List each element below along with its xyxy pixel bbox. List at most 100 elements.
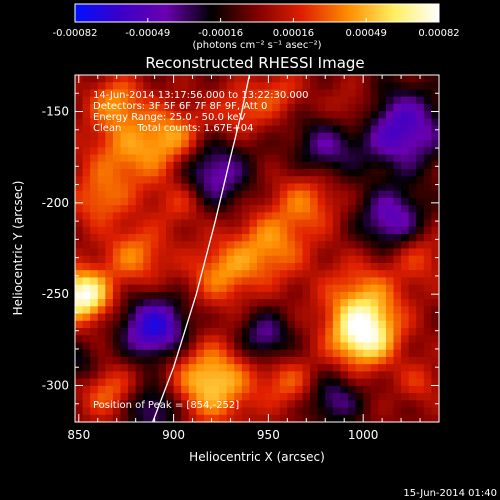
heatmap-cell: [385, 154, 395, 163]
heatmap-cell: [135, 161, 144, 170]
heatmap-cell: [128, 378, 137, 387]
heatmap-cell: [196, 284, 205, 293]
heatmap-cell: [325, 183, 334, 192]
heatmap-cell: [128, 356, 137, 365]
heatmap-cell: [363, 270, 372, 279]
heatmap-cell: [226, 407, 235, 416]
heatmap-cell: [97, 270, 106, 279]
heatmap-cell: [294, 96, 304, 105]
heatmap-cell: [112, 356, 122, 365]
heatmap-cell: [249, 140, 258, 148]
heatmap-cell: [416, 328, 425, 336]
heatmap-cell: [348, 125, 357, 134]
heatmap-cell: [203, 335, 213, 344]
heatmap-cell: [325, 364, 334, 372]
heatmap-cell: [90, 118, 99, 127]
heatmap-cell: [203, 140, 213, 148]
heatmap-cell: [325, 140, 334, 148]
heatmap-cell: [385, 183, 395, 192]
heatmap-cell: [249, 75, 258, 83]
heatmap-cell: [181, 248, 190, 257]
heatmap-cell: [188, 168, 197, 177]
heatmap-cell: [363, 356, 372, 365]
heatmap-cell: [226, 161, 235, 170]
heatmap-cell: [401, 82, 410, 91]
heatmap-cell: [325, 75, 334, 83]
heatmap-cell: [257, 212, 266, 221]
heatmap-cell: [348, 103, 357, 112]
heatmap-cell: [423, 356, 433, 365]
heatmap-cell: [378, 400, 387, 409]
heatmap-cell: [75, 255, 84, 264]
heatmap-cell: [264, 89, 273, 98]
heatmap-cell: [332, 140, 342, 148]
heatmap-cell: [416, 111, 425, 119]
heatmap-cell: [97, 190, 106, 199]
heatmap-cell: [370, 190, 379, 199]
heatmap-cell: [385, 161, 395, 170]
heatmap-cell: [249, 378, 258, 387]
heatmap-cell: [135, 205, 144, 213]
heatmap-cell: [196, 393, 205, 401]
heatmap-cell: [196, 205, 205, 213]
heatmap-cell: [294, 147, 304, 156]
y-tick-label: -250: [42, 287, 69, 301]
heatmap-cell: [325, 349, 334, 358]
heatmap-cell: [82, 320, 91, 329]
heatmap-cell: [196, 378, 205, 387]
heatmap-cell: [317, 313, 326, 322]
heatmap-cell: [234, 291, 243, 300]
heatmap-cell: [249, 111, 258, 119]
heatmap-cell: [128, 335, 137, 344]
heatmap-cell: [408, 147, 417, 156]
heatmap-cell: [385, 313, 395, 322]
heatmap-cell: [325, 342, 334, 351]
heatmap-cell: [416, 140, 425, 148]
heatmap-cell: [257, 241, 266, 250]
heatmap-cell: [75, 168, 84, 177]
heatmap-cell: [181, 414, 190, 423]
heatmap-cell: [219, 89, 228, 98]
heatmap-cell: [423, 219, 433, 228]
heatmap-cell: [97, 183, 106, 192]
heatmap-cell: [401, 291, 410, 300]
heatmap-cell: [355, 407, 364, 416]
heatmap-cell: [423, 190, 433, 199]
heatmap-cell: [264, 219, 273, 228]
heatmap-cell: [363, 168, 372, 177]
heatmap-cell: [348, 241, 357, 250]
heatmap-cell: [219, 284, 228, 293]
heatmap-cell: [363, 205, 372, 213]
heatmap-cell: [112, 176, 122, 185]
heatmap-cell: [166, 262, 175, 271]
heatmap-cell: [211, 291, 220, 300]
heatmap-cell: [75, 328, 84, 336]
heatmap-cell: [416, 342, 425, 351]
heatmap-cell: [393, 371, 402, 380]
heatmap-cell: [211, 205, 220, 213]
heatmap-cell: [97, 154, 106, 163]
heatmap-cell: [211, 385, 220, 394]
heatmap-cell: [97, 205, 106, 213]
heatmap-cell: [317, 154, 326, 163]
heatmap-cell: [143, 364, 152, 372]
heatmap-cell: [310, 328, 319, 336]
heatmap-cell: [150, 248, 160, 257]
heatmap-cell: [294, 335, 304, 344]
heatmap-cell: [143, 385, 152, 394]
heatmap-cell: [302, 140, 311, 148]
heatmap-cell: [75, 371, 84, 380]
heatmap-cell: [135, 89, 144, 98]
heatmap-cell: [416, 168, 425, 177]
heatmap-cell: [173, 385, 182, 394]
heatmap-cell: [272, 197, 281, 206]
heatmap-cell: [348, 255, 357, 264]
heatmap-cell: [226, 328, 235, 336]
heatmap-cell: [317, 111, 326, 119]
heatmap-cell: [241, 82, 251, 91]
heatmap-cell: [325, 393, 334, 401]
heatmap-cell: [294, 234, 304, 242]
heatmap-cell: [310, 154, 319, 163]
heatmap-cell: [340, 393, 349, 401]
heatmap-cell: [370, 407, 379, 416]
